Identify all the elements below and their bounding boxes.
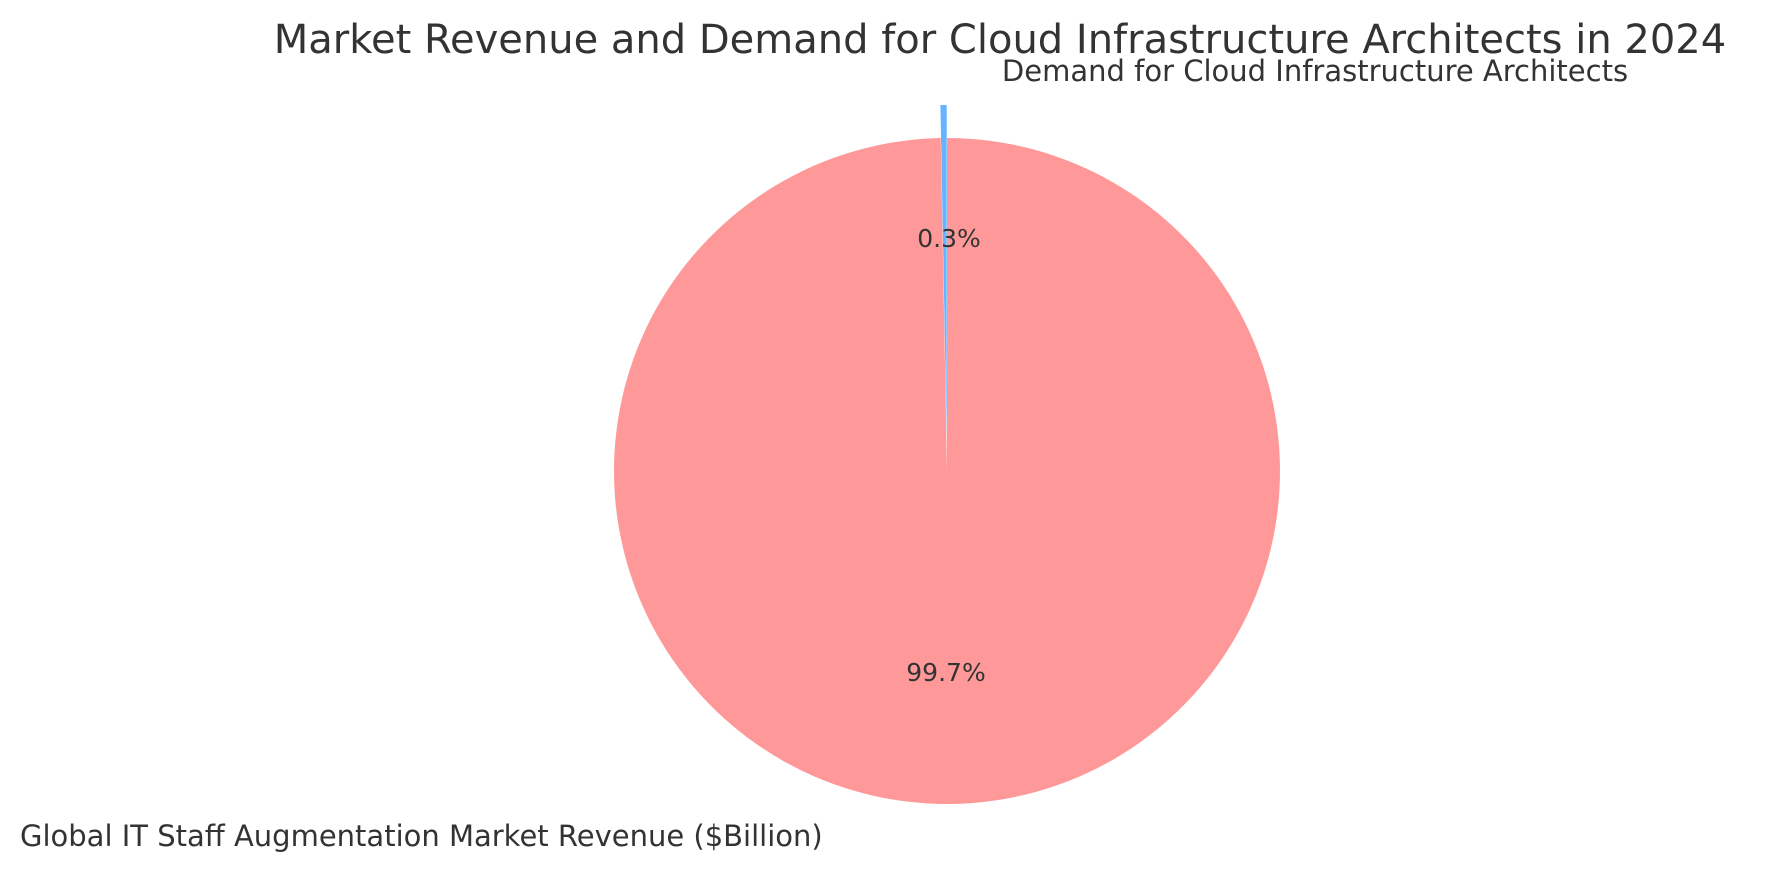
pie-slice-market-revenue [614, 138, 1281, 804]
slice-percent-demand: 0.3% [917, 224, 981, 253]
pie-slice-demand [940, 105, 947, 439]
chart-title: Market Revenue and Demand for Cloud Infr… [274, 17, 1726, 63]
slice-label-market-revenue: Global IT Staff Augmentation Market Reve… [20, 819, 823, 853]
slice-label-demand: Demand for Cloud Infrastructure Architec… [1002, 54, 1628, 88]
pie-slices [614, 105, 1281, 804]
slice-percent-market-revenue: 99.7% [906, 658, 985, 687]
